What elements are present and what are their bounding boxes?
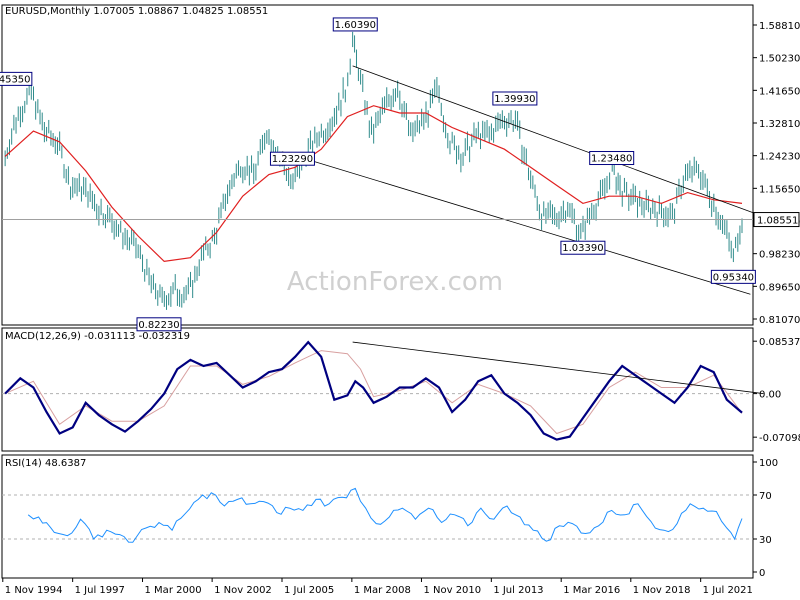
- macd-ytick-label: 0.085379: [759, 337, 800, 348]
- price-bars: [4, 31, 743, 310]
- price-panel-header: EURUSD,Monthly 1.07005 1.08867 1.04825 1…: [5, 6, 268, 17]
- xtick-label: 1 Mar 2008: [354, 585, 411, 596]
- price-annotation-box: [269, 151, 315, 166]
- xtick-label: 1 Nov 2010: [423, 585, 481, 596]
- xtick-label: 1 Jul 1997: [75, 585, 125, 596]
- last-price-label: 1.08551: [757, 216, 798, 227]
- xtick-label: 1 Jul 2013: [493, 585, 543, 596]
- price-annotation-label: 1.23480: [591, 154, 632, 165]
- price-panel-frame: [1, 4, 754, 326]
- rsi-panel-header: RSI(14) 48.6387: [5, 458, 86, 469]
- price-annotation-label: 0.95340: [713, 272, 754, 283]
- macd-main-line: [4, 340, 743, 441]
- xtick-label: 1 Nov 1994: [5, 585, 63, 596]
- price-ytick-label: 0.89650: [759, 282, 800, 293]
- channel-line-2: [281, 151, 751, 295]
- price-annotation-box: [136, 317, 182, 332]
- price-annotation-box: [0, 71, 33, 86]
- price-annotation-label: 1.39930: [494, 94, 535, 105]
- rsi-panel-frame: [1, 454, 754, 579]
- watermark: ActionForex.com: [287, 267, 503, 297]
- price-annotation-box: [589, 151, 635, 166]
- price-ytick-label: 0.81070: [759, 315, 800, 326]
- price-annotation-label: 1.23290: [272, 154, 313, 165]
- price-ytick-label: 1.24230: [759, 152, 800, 163]
- macd-ytick-label: -0.070989: [759, 433, 800, 444]
- price-annotation-label: 1.45350: [0, 74, 31, 85]
- price-annotation-label: 1.03390: [562, 243, 603, 254]
- price-ytick-label: 1.15650: [759, 184, 800, 195]
- xtick-label: 1 Nov 2018: [633, 585, 691, 596]
- xtick-label: 1 Jul 2021: [703, 585, 753, 596]
- price-ytick-label: 0.98230: [759, 250, 800, 261]
- macd-panel-header: MACD(12,26,9) -0.031113 -0.032319: [5, 331, 190, 342]
- price-annotation-label: 1.60390: [335, 20, 376, 31]
- moving-average-line: [4, 105, 743, 263]
- rsi-ytick-label: 0: [759, 568, 765, 579]
- macd-signal-line: [4, 350, 743, 435]
- xtick-label: 1 Jul 2005: [284, 585, 334, 596]
- last-price-box: [753, 212, 800, 228]
- macd-panel-frame: [1, 327, 754, 452]
- price-annotation-label: 0.82230: [138, 320, 179, 331]
- price-ytick-label: 1.41650: [759, 86, 800, 97]
- macd-trendline: [352, 341, 764, 394]
- price-annotation-box: [332, 17, 378, 32]
- price-ytick-label: 1.50230: [759, 54, 800, 65]
- rsi-ytick-label: 100: [759, 458, 778, 469]
- price-annotation-box: [560, 240, 606, 255]
- rsi-line: [27, 487, 743, 543]
- macd-ytick-label: 0.00: [759, 390, 781, 401]
- rsi-ytick-label: 30: [759, 535, 772, 546]
- xtick-label: 1 Mar 2016: [563, 585, 620, 596]
- channel-line-1: [352, 65, 756, 214]
- xtick-label: 1 Mar 2000: [145, 585, 202, 596]
- price-annotation-box: [710, 269, 756, 284]
- rsi-ytick-label: 70: [759, 491, 772, 502]
- xtick-label: 1 Nov 2002: [214, 585, 272, 596]
- price-ytick-label: 1.32810: [759, 119, 800, 130]
- price-ytick-label: 1.58810: [759, 21, 800, 32]
- price-annotation-box: [492, 91, 538, 106]
